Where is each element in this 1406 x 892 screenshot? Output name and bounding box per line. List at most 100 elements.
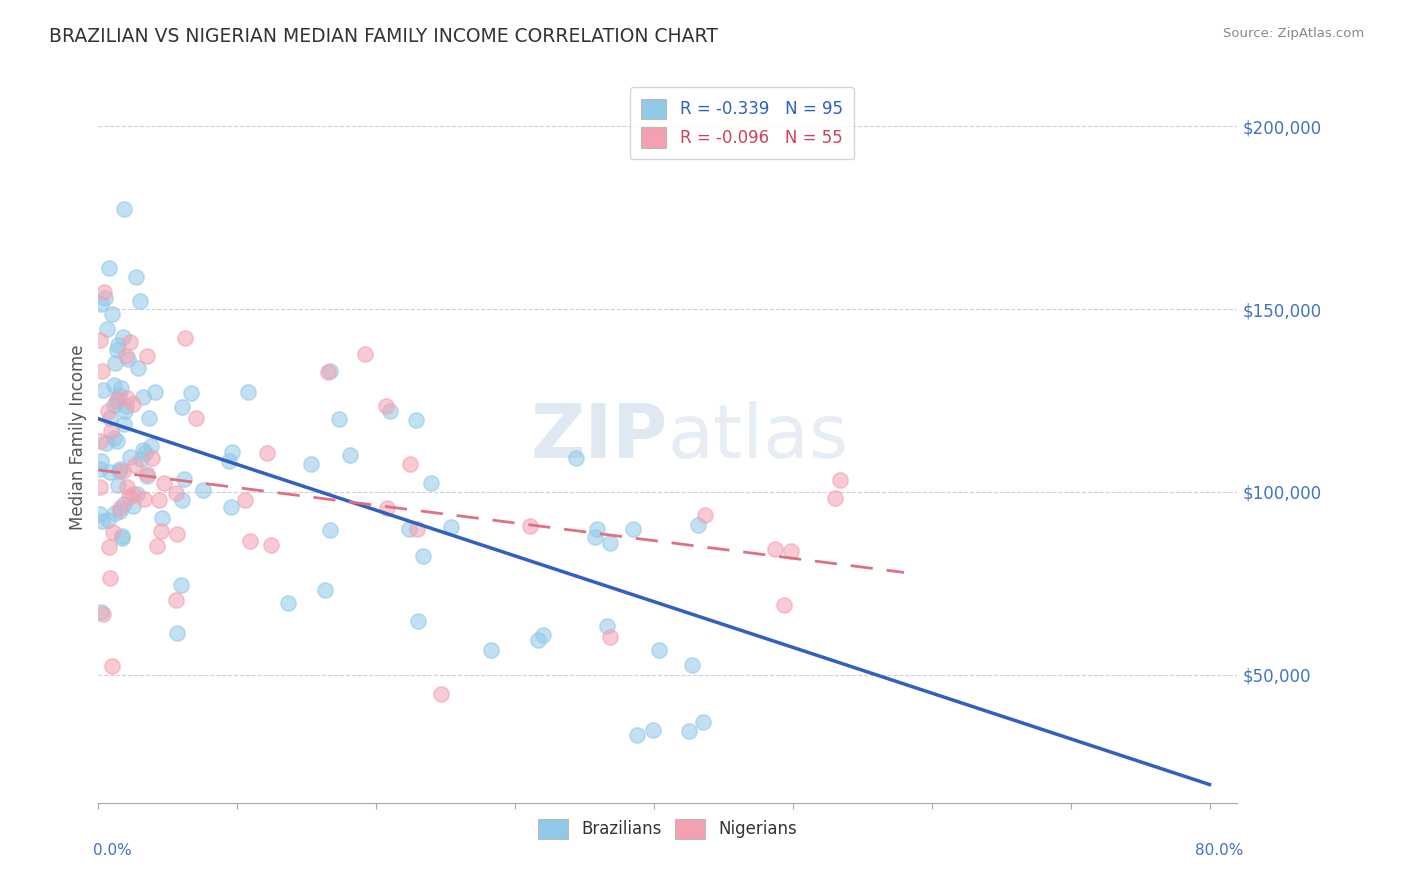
Point	[772, 598, 794, 612]
Point	[101, 524, 124, 539]
Point	[93, 383, 115, 397]
Point	[115, 391, 138, 405]
Point	[780, 544, 803, 558]
Point	[238, 384, 260, 399]
Point	[148, 493, 170, 508]
Point	[114, 349, 136, 363]
Point	[127, 360, 149, 375]
Point	[108, 501, 131, 516]
Point	[152, 476, 174, 491]
Point	[256, 446, 278, 460]
Point	[125, 487, 148, 501]
Point	[112, 498, 135, 512]
Point	[319, 363, 342, 377]
Point	[692, 715, 714, 730]
Point	[136, 349, 159, 363]
Point	[131, 451, 153, 466]
Point	[117, 490, 139, 504]
Point	[108, 504, 131, 518]
Point	[124, 270, 146, 285]
Point	[101, 659, 124, 673]
Text: ZIP: ZIP	[530, 401, 668, 474]
Point	[134, 446, 156, 460]
Point	[98, 465, 121, 479]
Point	[165, 593, 187, 607]
Point	[328, 412, 350, 426]
Point	[96, 321, 118, 335]
Point	[96, 513, 118, 527]
Point	[412, 549, 434, 563]
Point	[120, 450, 142, 465]
Point	[138, 410, 160, 425]
Point	[111, 532, 134, 546]
Point	[111, 529, 134, 543]
Point	[146, 539, 169, 553]
Point	[143, 384, 166, 399]
Point	[626, 728, 648, 742]
Point	[380, 404, 402, 418]
Text: 0.0%: 0.0%	[93, 843, 132, 858]
Point	[91, 607, 114, 621]
Point	[150, 524, 173, 538]
Point	[128, 294, 150, 309]
Point	[90, 605, 112, 619]
Point	[170, 401, 193, 415]
Point	[599, 630, 621, 644]
Point	[519, 518, 541, 533]
Point	[89, 434, 111, 449]
Point	[693, 508, 716, 522]
Point	[131, 443, 153, 458]
Point	[354, 347, 377, 361]
Point	[586, 522, 609, 536]
Point	[277, 596, 299, 610]
Point	[440, 520, 463, 534]
Point	[218, 454, 240, 468]
Point	[94, 291, 117, 305]
Point	[828, 474, 851, 488]
Point	[406, 614, 429, 628]
Point	[319, 523, 342, 537]
Point	[375, 501, 398, 516]
Point	[399, 458, 422, 472]
Point	[170, 493, 193, 508]
Point	[599, 535, 621, 549]
Point	[90, 514, 112, 528]
Point	[98, 261, 121, 276]
Point	[89, 333, 111, 347]
Point	[339, 448, 361, 462]
Point	[107, 338, 129, 352]
Point	[107, 394, 129, 409]
Point	[110, 461, 132, 475]
Point	[90, 297, 112, 311]
Point	[430, 687, 453, 701]
Point	[89, 461, 111, 475]
Point	[233, 492, 256, 507]
Point	[115, 399, 138, 413]
Point	[481, 642, 503, 657]
Point	[121, 397, 143, 411]
Point	[170, 578, 193, 592]
Point	[112, 464, 135, 478]
Point	[97, 403, 120, 417]
Text: Source: ZipAtlas.com: Source: ZipAtlas.com	[1223, 27, 1364, 40]
Point	[96, 435, 118, 450]
Point	[107, 392, 129, 406]
Point	[824, 491, 846, 505]
Point	[110, 380, 132, 394]
Point	[132, 390, 155, 404]
Point	[763, 542, 786, 557]
Point	[120, 335, 142, 350]
Point	[678, 723, 700, 738]
Point	[117, 351, 139, 366]
Point	[122, 487, 145, 501]
Point	[596, 618, 619, 632]
Point	[134, 492, 156, 507]
Point	[238, 533, 260, 548]
Point	[531, 628, 554, 642]
Point	[141, 451, 163, 466]
Text: 80.0%: 80.0%	[1195, 843, 1243, 858]
Point	[122, 499, 145, 513]
Point	[124, 458, 146, 472]
Point	[219, 500, 242, 514]
Point	[150, 511, 173, 525]
